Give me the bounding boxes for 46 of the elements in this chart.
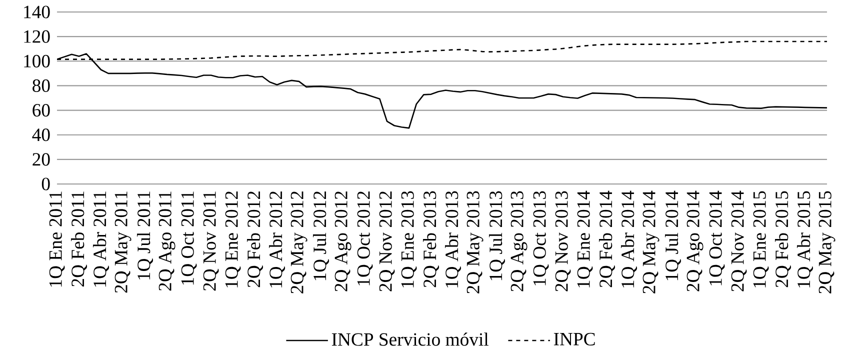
x-tick-label: 1Q Ene 2013 [401,191,417,288]
x-tick-label: 2Q Ago 2014 [686,190,704,292]
x-tick-label: 2Q May 2015 [818,191,836,294]
x-tick-label: 1Q Ene 2012 [225,192,241,288]
x-tick-label: 1Q Oct 2012 [357,192,373,286]
x-tick-label: 1Q Oct 2011 [181,192,197,285]
y-tick-label: 100 [24,54,50,68]
x-tick-label: 2Q Feb 2015 [774,191,791,288]
x-tick-label: 2Q Ago 2011 [158,192,176,291]
x-tick-label: 2Q May 2011 [114,192,132,293]
x-tick-label: 1Q Abr 2012 [269,192,286,288]
y-tick-label: 40 [32,128,50,142]
x-tick-label: 2Q Feb 2014 [598,190,615,288]
x-tick-label: 2Q Nov 2011 [203,192,219,291]
x-tick-label: 1Q Abr 2011 [93,192,110,287]
x-tick-label: 2Q Nov 2012 [379,192,395,292]
x-tick-label: 2Q May 2014 [642,190,660,294]
legend-label: INPC [554,332,595,346]
x-tick-label: 2Q Nov 2014 [731,190,747,292]
x-tick-label: 2Q Ago 2012 [334,192,352,292]
x-tick-label: 2Q Feb 2012 [247,192,264,288]
x-tick-label: 1Q Ene 2011 [49,192,65,287]
x-tick-label: 1Q Jul 2013 [489,191,505,280]
x-tick-label: 2Q Ago 2013 [510,191,528,292]
x-tick-label: 1Q Abr 2013 [445,191,461,288]
x-tick-label: 1Q Ene 2015 [753,191,769,288]
y-tick-label: 80 [32,79,50,92]
y-tick-label: 20 [32,153,50,166]
legend-label: INCP Servicio móvil [332,332,488,346]
x-tick-label: 1Q Abr 2014 [620,190,637,288]
y-tick-label: 60 [32,104,50,117]
x-tick-label: 2Q Nov 2013 [555,191,571,292]
x-tick-label: 2Q Feb 2011 [71,192,88,286]
x-tick-label: 2Q May 2013 [466,191,484,294]
x-tick-label: 1Q Ene 2014 [577,190,593,288]
x-tick-label: 1Q Oct 2013 [533,191,549,286]
x-tick-label: 1Q Jul 2014 [664,190,681,280]
x-tick-label: 1Q Abr 2015 [796,191,813,288]
y-tick-label: 120 [24,30,50,43]
y-tick-label: 140 [24,6,50,18]
x-tick-label: 2Q Feb 2013 [423,191,439,288]
y-tick-label: 0 [42,178,50,190]
x-tick-label: 1Q Jul 2011 [137,192,154,280]
x-tick-label: 2Q May 2012 [290,192,308,294]
x-tick-label: 1Q Jul 2012 [313,192,330,280]
x-tick-label: 1Q Oct 2014 [709,190,725,286]
